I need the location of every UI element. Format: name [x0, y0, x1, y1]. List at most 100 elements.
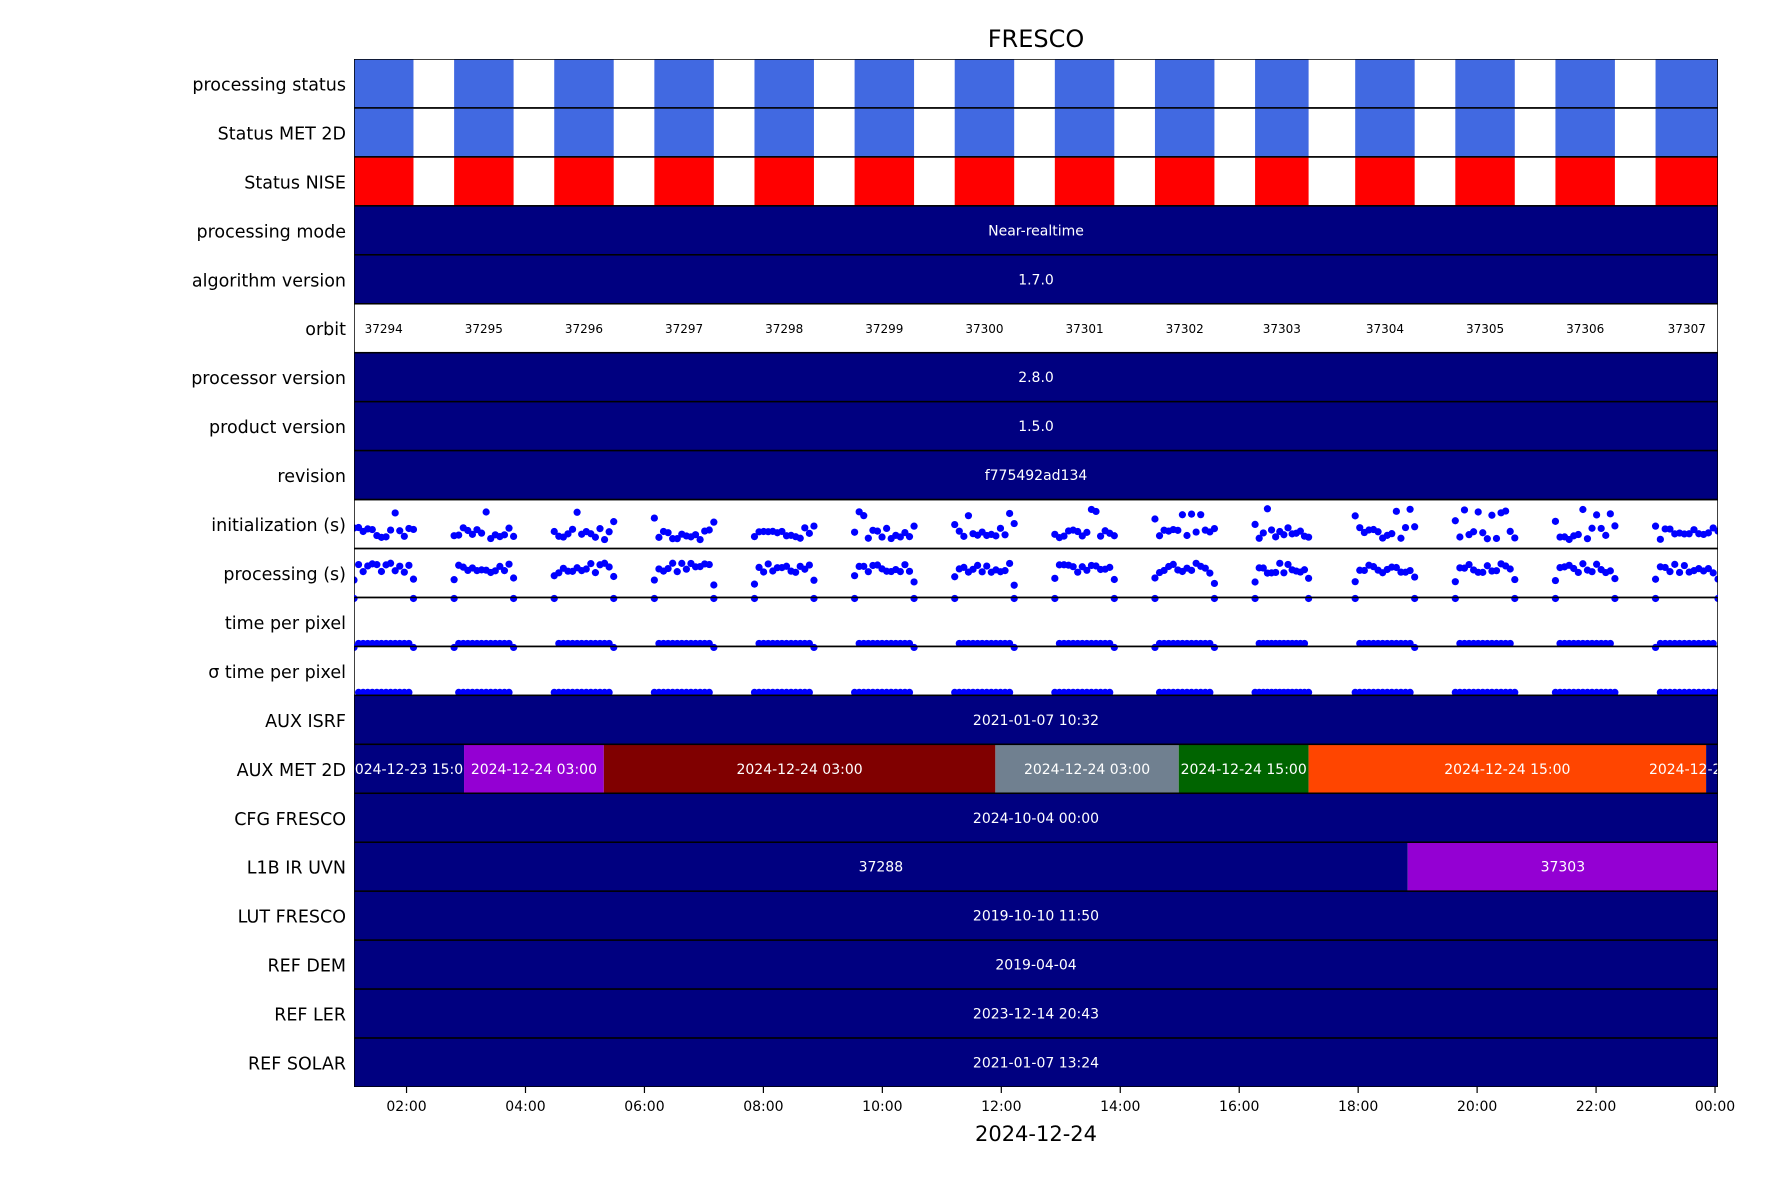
segment-label: 2024-12-24 03:00 [1024, 762, 1150, 778]
data-point [1051, 594, 1059, 603]
row-lut-fresco: 2019-10-10 11:50 [354, 891, 1718, 941]
data-point [605, 563, 613, 571]
segment-bar [354, 989, 1718, 1039]
data-point [1210, 594, 1219, 603]
data-point [1356, 524, 1364, 532]
data-point [792, 568, 800, 576]
x-tick-label: 08:00 [743, 1099, 783, 1115]
data-point [1010, 581, 1018, 589]
data-point [573, 508, 581, 516]
data-point [1069, 563, 1077, 571]
data-point [910, 594, 918, 603]
segment-label: 2024-12-24 15:00 [1444, 762, 1570, 778]
data-point [983, 562, 991, 570]
status-bar-37299 [854, 107, 915, 157]
row-label: time per pixel [225, 614, 346, 634]
status-bar-37306 [1555, 59, 1615, 108]
data-point [1280, 569, 1288, 577]
data-point [450, 576, 458, 584]
data-point [1397, 534, 1405, 542]
data-point [591, 569, 600, 577]
data-point [1259, 529, 1267, 537]
data-point [1083, 528, 1091, 536]
row-ref-dem: 2019-04-04 [354, 940, 1718, 990]
data-point [755, 563, 763, 571]
segment-label: 2024-12-23 15:00 [346, 762, 472, 778]
data-point [377, 567, 386, 576]
status-bar-37295 [454, 156, 514, 206]
orbit-label: 37303 [1263, 322, 1301, 336]
segment-label: 2024-10-04 00:00 [973, 811, 1099, 827]
status-bar-37296 [554, 107, 614, 157]
segment-label: 1.7.0 [1018, 272, 1054, 288]
data-point [951, 573, 959, 581]
segment-bar [354, 401, 1718, 451]
data-point [1685, 530, 1693, 538]
data-point [1671, 560, 1679, 568]
data-point [505, 688, 513, 696]
status-bar-37304 [1355, 107, 1415, 157]
data-point [960, 532, 968, 540]
data-point [710, 643, 718, 652]
data-point [1259, 564, 1267, 572]
data-point [505, 560, 513, 568]
data-point [1272, 533, 1280, 541]
status-bar-37302 [1154, 107, 1215, 157]
data-point [1597, 524, 1605, 533]
status-bar-37306 [1555, 156, 1615, 206]
data-point [1511, 688, 1519, 696]
data-point [391, 567, 399, 575]
data-point [1606, 639, 1614, 648]
data-point [810, 576, 818, 584]
data-point [409, 525, 418, 534]
segment-label: 2024-12-24 03:00 [736, 762, 862, 778]
status-bar-37297 [654, 156, 714, 206]
data-point [1300, 639, 1309, 648]
x-axis: 02:00 04:00 06:00 08:00 10:00 12:00 14:00 16:00… [386, 1087, 1735, 1115]
data-point [509, 594, 518, 603]
data-point [387, 526, 395, 534]
data-point [750, 532, 759, 541]
data-point [1305, 688, 1313, 696]
data-point [1451, 517, 1459, 525]
segment-bar [1178, 744, 1309, 794]
data-point [1411, 643, 1419, 652]
status-bar-37298 [754, 156, 814, 206]
data-point [509, 643, 518, 652]
data-point [696, 536, 704, 544]
data-point [500, 567, 509, 575]
data-point [1206, 569, 1214, 577]
status-bar-37298 [754, 59, 814, 108]
segment-label: f775492ad134 [985, 468, 1088, 484]
row-algorithm-version: 1.7.0 [354, 254, 1718, 304]
data-point [1284, 560, 1292, 569]
row-l1b-ir-uvn: 37288 37303 [354, 842, 1718, 892]
segment-bar [354, 352, 1718, 402]
data-point [600, 535, 609, 544]
data-point [778, 527, 786, 536]
data-point [864, 568, 872, 576]
row-label: revision [277, 467, 346, 487]
data-point [1201, 564, 1209, 572]
segment-label: 2.8.0 [1018, 370, 1054, 386]
status-bar-37304 [1355, 59, 1415, 108]
data-point [805, 561, 813, 569]
data-point [1010, 643, 1018, 652]
data-point [760, 568, 768, 576]
data-point [673, 535, 681, 543]
data-point [1651, 643, 1660, 652]
x-axis-label: 2024-12-24 [975, 1122, 1097, 1146]
x-tick-label: 14:00 [1100, 1099, 1140, 1115]
orbit-label: 37299 [865, 322, 903, 336]
segment-bar [354, 842, 1408, 892]
data-point [1074, 527, 1082, 536]
data-point [1276, 559, 1284, 567]
status-bar-37299 [854, 156, 915, 206]
data-point [1661, 563, 1669, 572]
row-label: processing (s) [223, 565, 346, 585]
data-point [396, 562, 404, 570]
status-bar-37300 [954, 156, 1015, 206]
data-point [359, 568, 367, 576]
data-point [610, 643, 618, 652]
data-point [1006, 559, 1014, 568]
